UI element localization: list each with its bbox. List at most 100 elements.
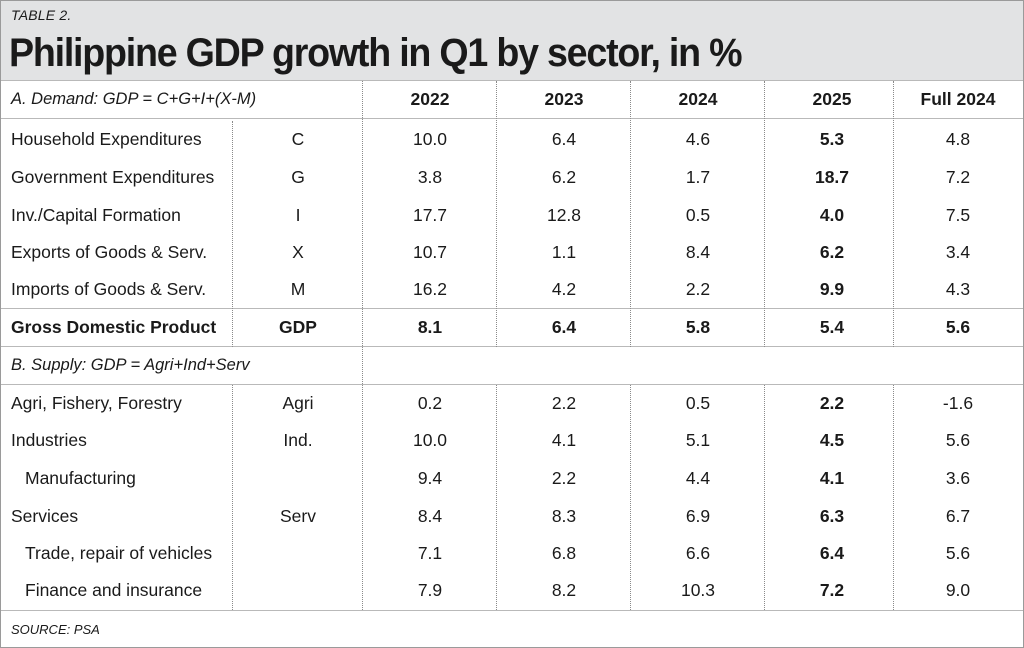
gdp-total-row: Gross Domestic Product GDP 8.1 6.4 5.8 5… [1,309,1023,347]
value-2025: 6.4 [819,543,845,563]
column-divider [630,81,631,347]
row-code: GDP [279,317,317,337]
row-code [233,535,363,572]
value-2024: 6.6 [685,543,711,563]
value-2023: 8.3 [551,506,577,526]
section-a-label: A. Demand: GDP = C+G+I+(X-M) [11,90,257,108]
value-full-2024: 7.5 [945,205,971,225]
row-code: M [290,279,306,299]
section-b-row: B. Supply: GDP = Agri+Ind+Serv [1,347,1023,385]
column-header-2023: 2023 [544,89,584,109]
column-header-2024: 2024 [678,89,718,109]
value-2022: 17.7 [412,205,448,225]
row-label: Imports of Goods & Serv. [11,279,207,299]
table-row: Agri, Fishery, Forestry Agri 0.2 2.2 0.5… [1,385,1023,422]
row-label: Finance and insurance [25,580,203,600]
section-b-label: B. Supply: GDP = Agri+Ind+Serv [11,356,250,374]
column-divider [362,81,363,610]
column-header-2025: 2025 [812,89,852,109]
value-2025: 18.7 [814,167,850,187]
value-2023: 8.2 [551,580,577,600]
value-2022: 16.2 [412,279,448,299]
row-code: C [291,129,305,149]
value-2025: 4.0 [819,205,845,225]
table-row: Government Expenditures G 3.8 6.2 1.7 18… [1,159,1023,196]
column-header-row: A. Demand: GDP = C+G+I+(X-M) 2022 2023 2… [1,81,1023,119]
value-2024: 8.4 [685,242,711,262]
value-2023: 4.2 [551,279,577,299]
row-label: Exports of Goods & Serv. [11,242,208,262]
table-row: Industries Ind. 10.0 4.1 5.1 4.5 5.6 [1,422,1023,459]
table-footer: SOURCE: PSA [1,610,1023,647]
value-2024: 0.5 [685,393,711,413]
column-divider [893,81,894,347]
value-2023: 12.8 [546,205,582,225]
value-2023: 1.1 [551,242,577,262]
value-2022: 10.0 [412,430,448,450]
value-2022: 3.8 [417,167,443,187]
value-2022: 0.2 [417,393,443,413]
column-header-full-2024: Full 2024 [920,89,996,109]
value-2024: 5.1 [685,430,711,450]
value-full-2024: 5.6 [945,543,971,563]
row-label: Services [11,506,79,526]
row-code: G [291,167,305,187]
row-code: I [295,205,301,225]
row-code: Ind. [283,430,313,450]
value-2023: 4.1 [551,430,577,450]
value-2024: 2.2 [685,279,711,299]
table-header-band: TABLE 2. Philippine GDP growth in Q1 by … [1,1,1023,81]
value-2022: 7.1 [417,543,443,563]
value-2025: 5.3 [819,129,845,149]
value-full-2024: 5.6 [945,430,971,450]
column-divider [764,385,765,610]
value-full-2024: 4.3 [945,279,971,299]
value-2024: 4.6 [685,129,711,149]
column-divider [232,385,233,610]
value-2025: 6.2 [819,242,845,262]
value-full-2024: 4.8 [945,129,971,149]
row-label: Industries [11,430,87,450]
table-row: Manufacturing 9.4 2.2 4.4 4.1 3.6 [1,460,1023,497]
value-2025: 9.9 [819,279,845,299]
value-2025: 4.1 [819,468,845,488]
value-2024: 10.3 [680,580,716,600]
table-row: Trade, repair of vehicles 7.1 6.8 6.6 6.… [1,535,1023,572]
value-2024: 0.5 [685,205,711,225]
value-2023: 6.2 [551,167,577,187]
value-2024: 4.4 [685,468,711,488]
table-label: TABLE 2. [11,7,72,23]
value-2022: 10.0 [412,129,448,149]
value-2025: 4.5 [819,430,845,450]
row-label: Government Expenditures [11,167,215,187]
row-label: Gross Domestic Product [11,317,217,337]
row-code [233,460,363,497]
column-header-2022: 2022 [410,89,450,109]
value-2025: 5.4 [819,317,845,337]
row-label: Inv./Capital Formation [11,205,181,225]
value-2024: 1.7 [685,167,711,187]
value-full-2024: 6.7 [945,506,971,526]
value-2025: 6.3 [819,506,845,526]
value-full-2024: 7.2 [945,167,971,187]
table-row: Exports of Goods & Serv. X 10.7 1.1 8.4 … [1,234,1023,271]
column-divider [630,385,631,610]
value-2025: 7.2 [819,580,845,600]
row-code [233,572,363,609]
source-note: SOURCE: PSA [11,622,100,637]
row-label: Trade, repair of vehicles [25,543,213,563]
row-code: Agri [282,393,314,413]
value-full-2024: 3.6 [945,468,971,488]
value-2022: 10.7 [412,242,448,262]
value-2023: 6.4 [551,129,577,149]
row-label: Manufacturing [25,468,136,488]
value-full-2024: 9.0 [945,580,971,600]
value-2022: 8.1 [417,317,443,337]
table-row: Inv./Capital Formation I 17.7 12.8 0.5 4… [1,197,1023,234]
row-code: Serv [280,506,316,526]
column-divider [893,385,894,610]
column-divider [496,385,497,610]
value-2023: 2.2 [551,393,577,413]
value-2024: 6.9 [685,506,711,526]
